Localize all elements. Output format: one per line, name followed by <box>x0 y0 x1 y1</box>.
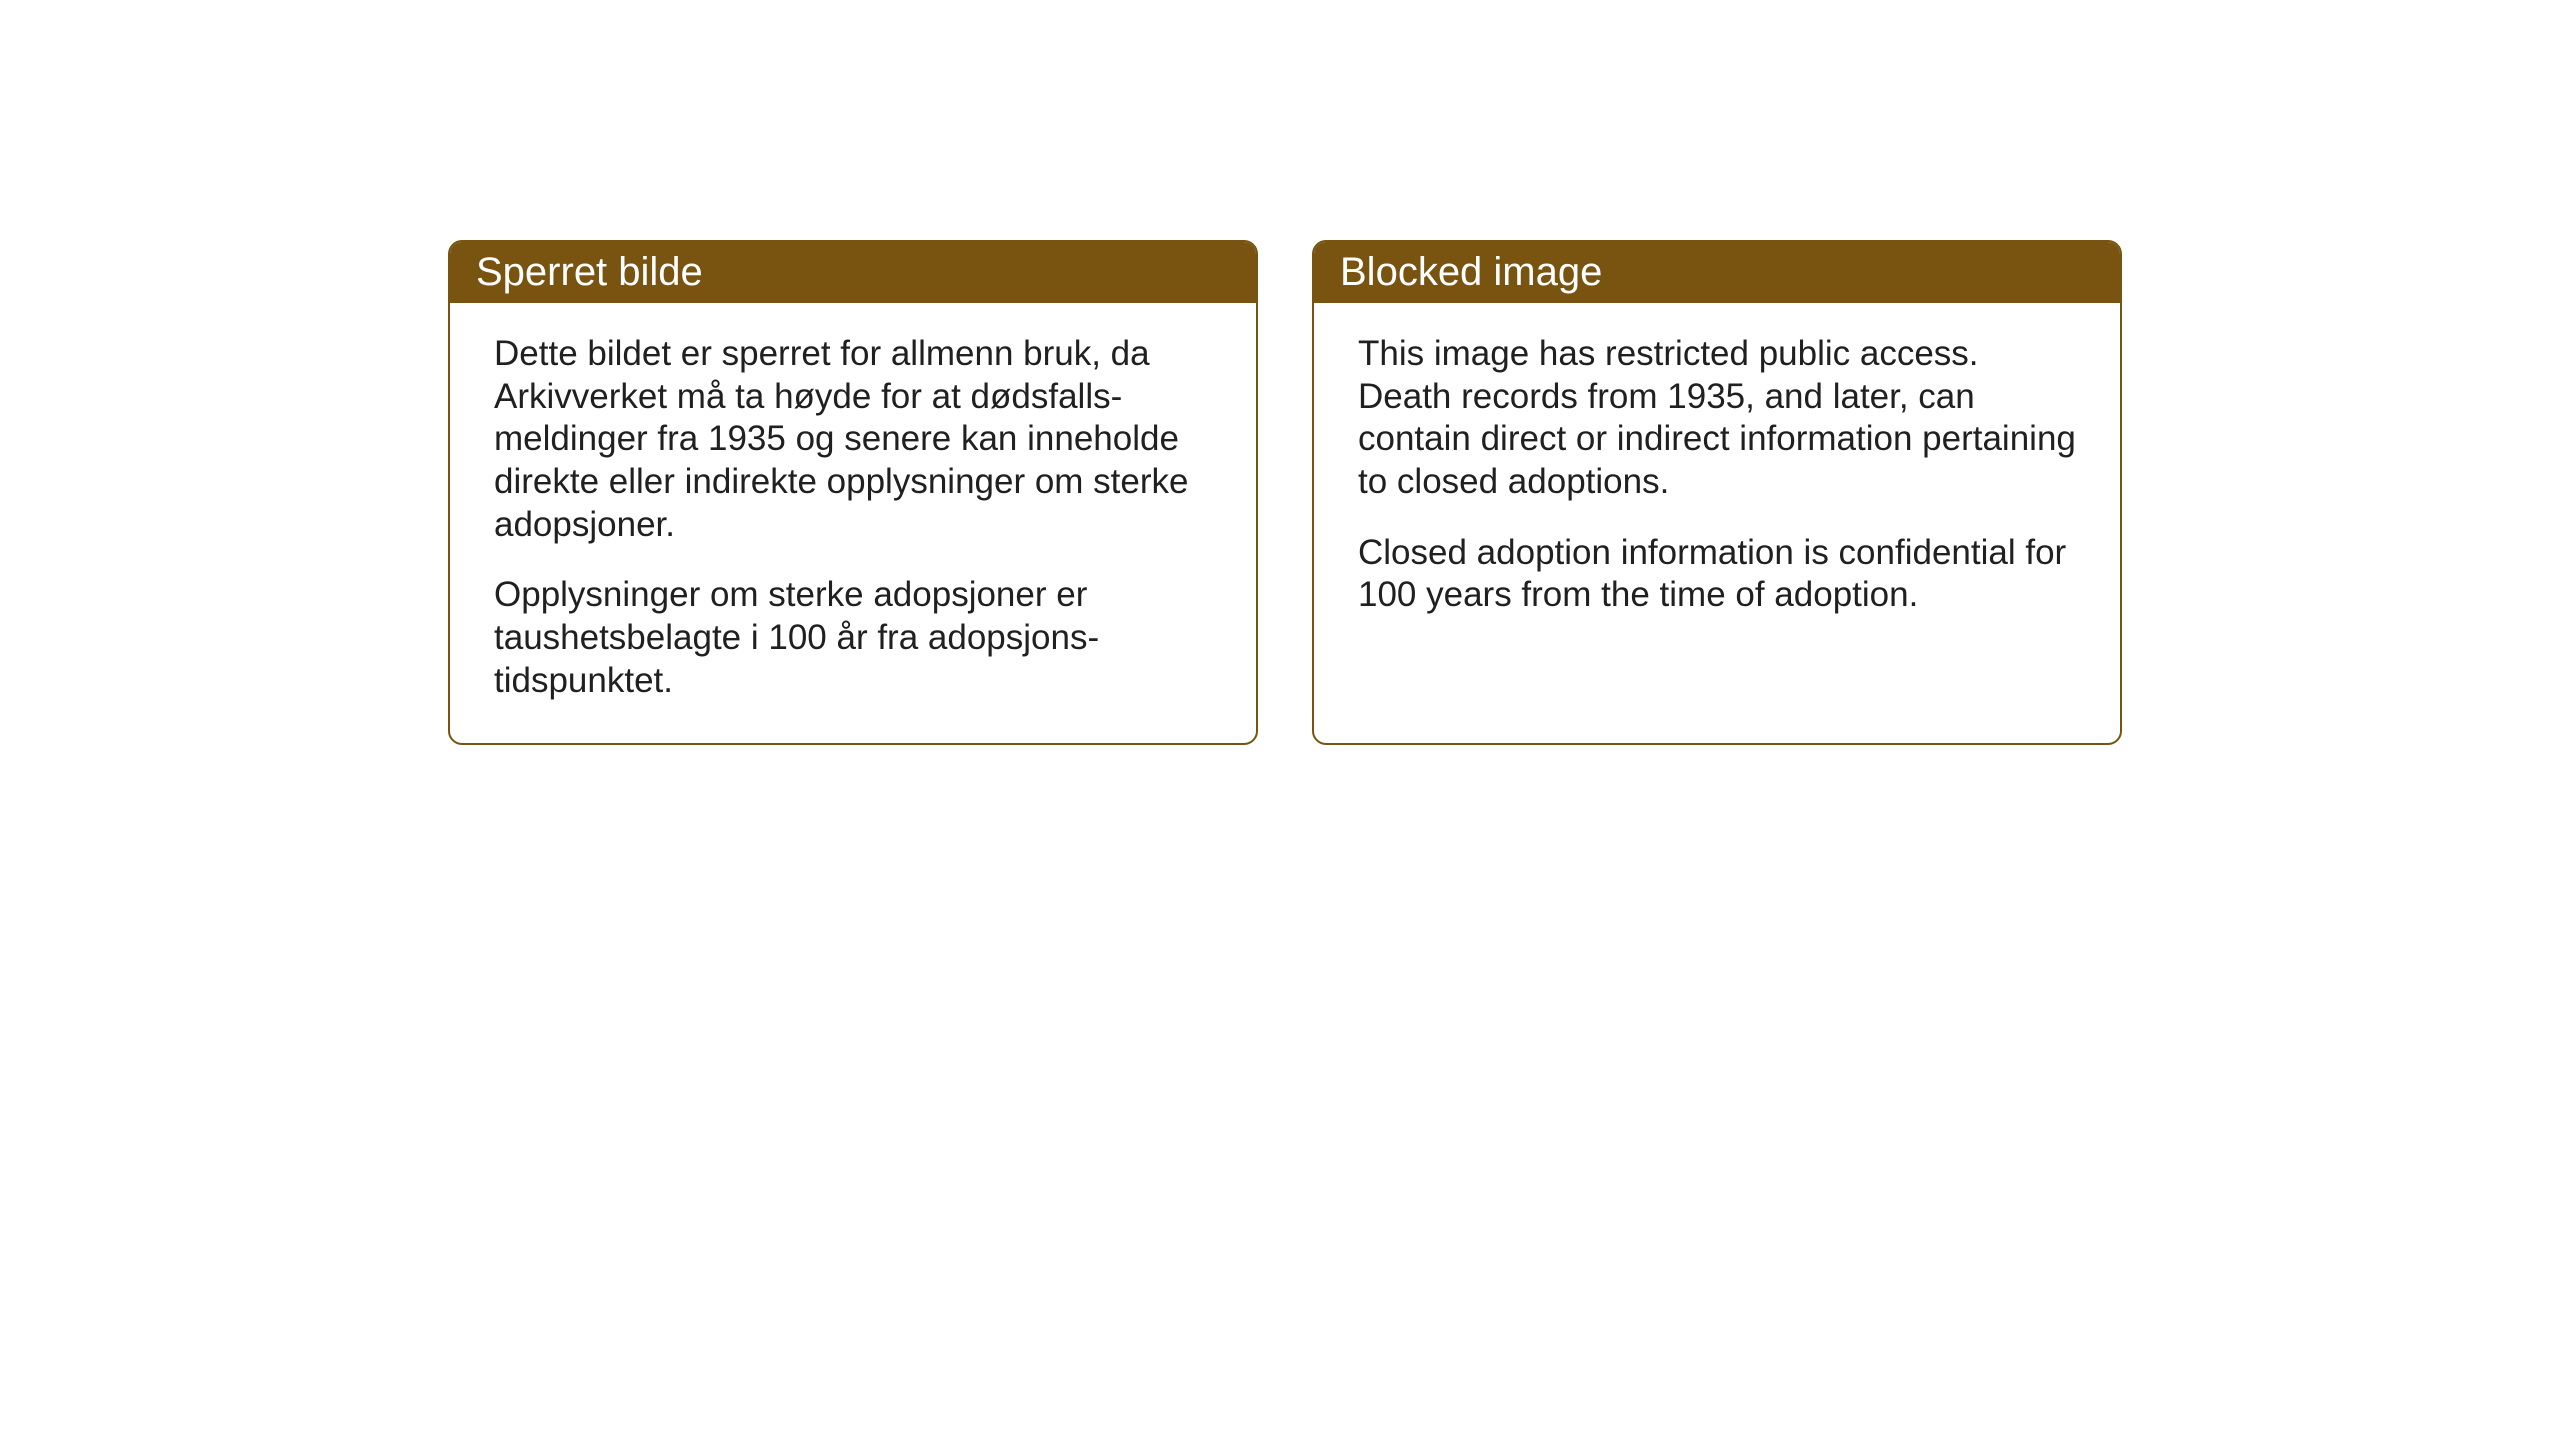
english-box-body: This image has restricted public access.… <box>1314 303 2120 657</box>
english-box-title: Blocked image <box>1314 242 2120 303</box>
norwegian-paragraph-2: Opplysninger om sterke adopsjoner er tau… <box>494 574 1212 702</box>
english-notice-box: Blocked image This image has restricted … <box>1312 240 2122 745</box>
english-paragraph-2: Closed adoption information is confident… <box>1358 532 2076 617</box>
norwegian-notice-box: Sperret bilde Dette bildet er sperret fo… <box>448 240 1258 745</box>
notice-container: Sperret bilde Dette bildet er sperret fo… <box>448 240 2122 745</box>
norwegian-box-body: Dette bildet er sperret for allmenn bruk… <box>450 303 1256 743</box>
norwegian-paragraph-1: Dette bildet er sperret for allmenn bruk… <box>494 333 1212 546</box>
english-paragraph-1: This image has restricted public access.… <box>1358 333 2076 504</box>
norwegian-box-title: Sperret bilde <box>450 242 1256 303</box>
